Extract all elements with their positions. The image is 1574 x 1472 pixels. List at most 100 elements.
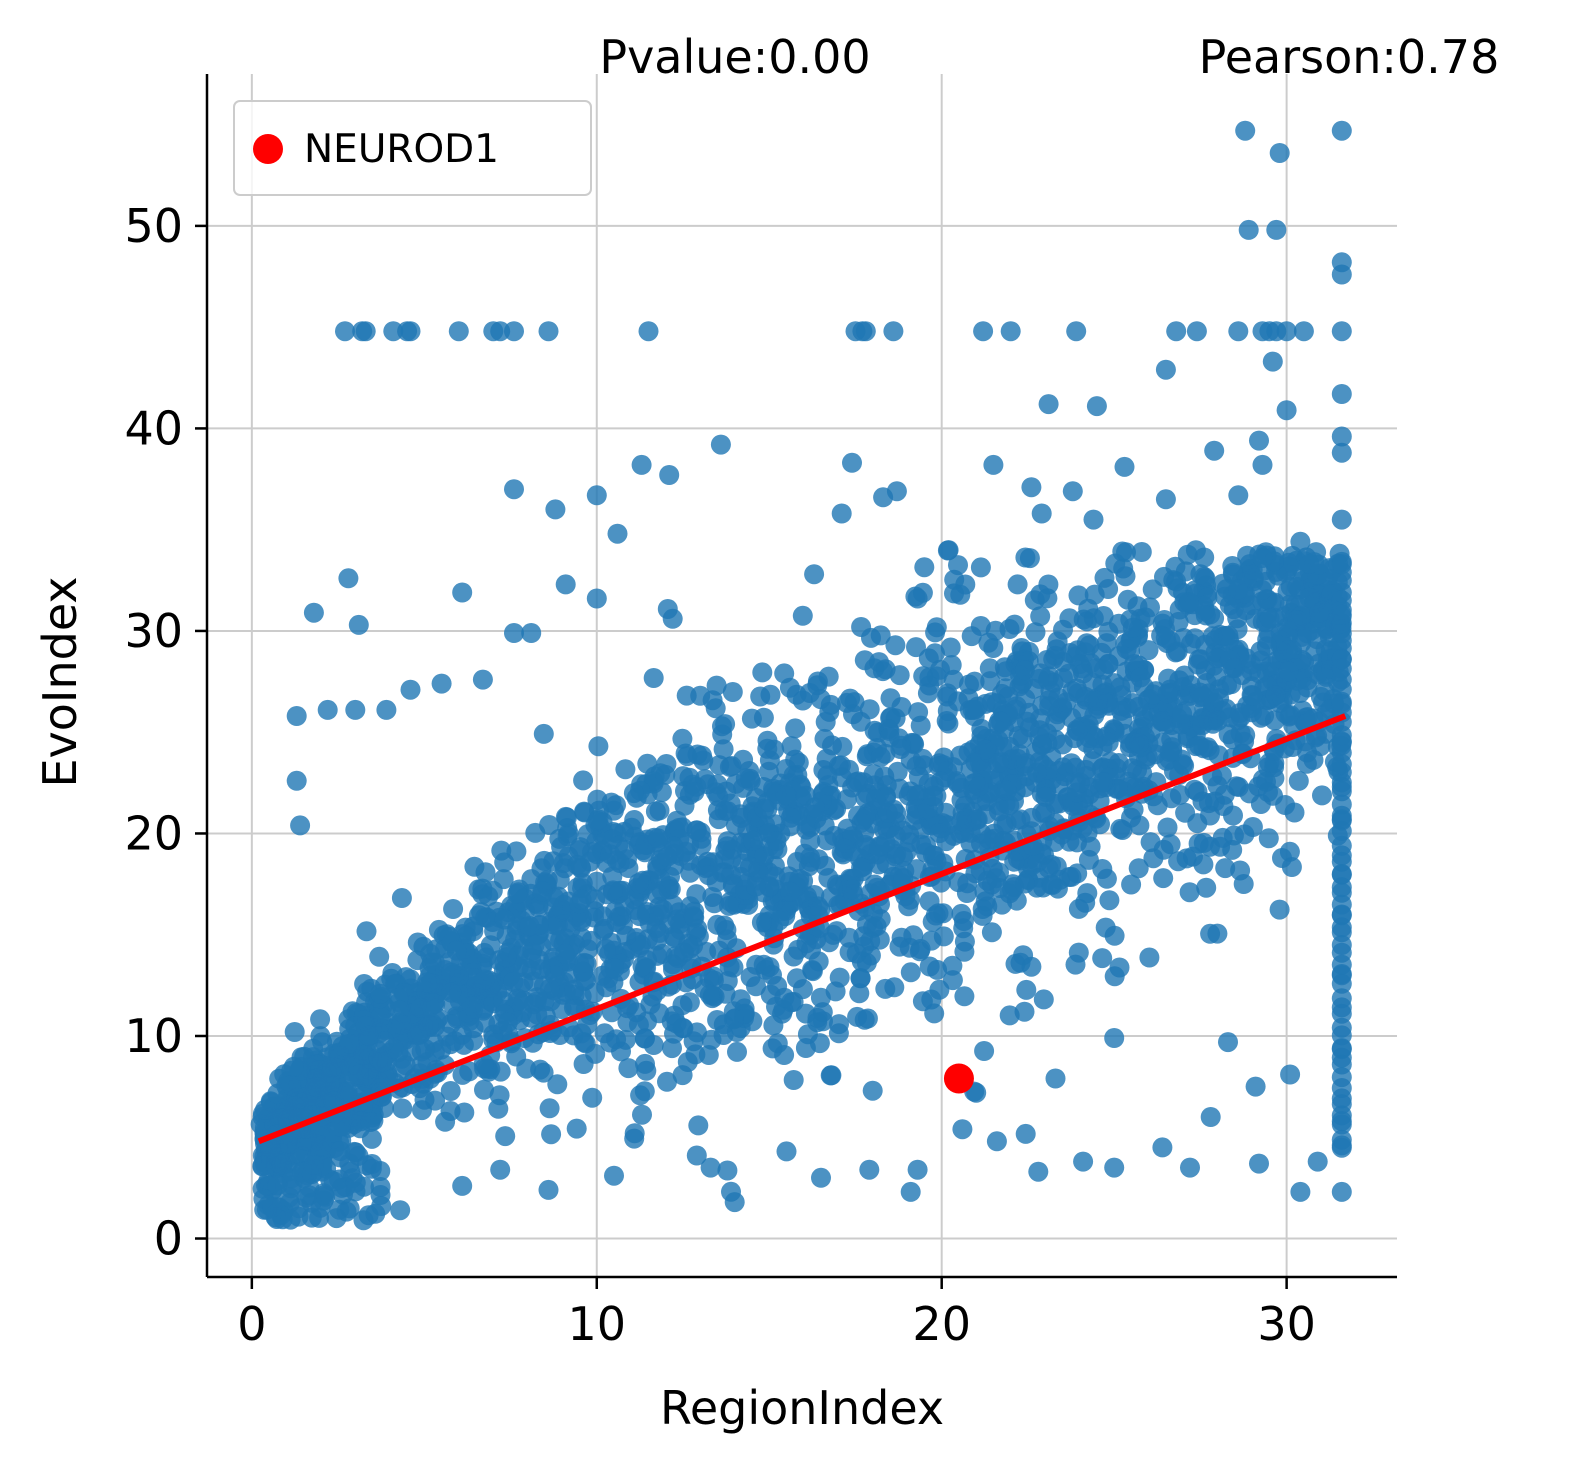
data-point: [1019, 702, 1039, 723]
data-point: [555, 943, 576, 964]
data-point: [1099, 890, 1120, 911]
data-point: [1128, 858, 1149, 879]
data-point: [650, 869, 671, 890]
data-point: [688, 1115, 709, 1136]
data-point: [452, 582, 473, 603]
data-point: [538, 1179, 559, 1200]
data-point: [928, 756, 949, 776]
data-point: [1331, 1017, 1352, 1038]
data-point: [555, 806, 576, 827]
data-point: [335, 321, 355, 342]
data-point: [1281, 857, 1302, 877]
data-point: [861, 627, 881, 648]
data-point: [1331, 988, 1352, 1009]
data-point: [629, 906, 650, 927]
data-point: [1276, 321, 1297, 342]
data-point: [875, 978, 896, 999]
data-point: [631, 454, 652, 475]
data-point: [474, 1079, 494, 1100]
data-point: [1269, 899, 1290, 920]
data-point: [721, 756, 742, 776]
data-point: [705, 782, 726, 803]
data-point: [722, 682, 743, 702]
data-point: [794, 843, 815, 864]
data-point: [1218, 625, 1239, 646]
data-point: [1089, 790, 1110, 811]
data-point: [1331, 1111, 1352, 1132]
data-point: [1331, 604, 1352, 625]
data-point: [1092, 948, 1113, 969]
data-point: [1042, 874, 1063, 895]
data-point: [527, 987, 548, 1008]
data-point: [1190, 564, 1211, 585]
data-point: [1015, 547, 1036, 568]
data-point: [372, 1052, 393, 1072]
highlight-point-neurod1: [943, 1063, 974, 1094]
axes: 0 10 20 30 0 10 20 30 40 50: [124, 74, 1397, 1351]
data-point: [573, 961, 594, 982]
data-point: [1153, 711, 1173, 732]
data-point: [1331, 442, 1352, 463]
data-point: [1092, 859, 1113, 879]
data-point: [804, 564, 825, 585]
data-point: [792, 605, 813, 626]
data-point: [417, 1052, 438, 1072]
data-point: [504, 479, 524, 500]
data-point: [1014, 873, 1035, 894]
data-point: [1092, 772, 1113, 793]
data-point: [1259, 608, 1280, 629]
data-point: [907, 1159, 928, 1180]
data-point: [961, 626, 982, 647]
y-tick-label: 0: [154, 1212, 183, 1266]
data-point: [303, 602, 324, 623]
data-point: [370, 983, 391, 1004]
data-point: [1052, 734, 1073, 755]
data-point: [1157, 683, 1178, 704]
data-point: [656, 754, 677, 774]
data-point: [914, 557, 935, 578]
data-point: [504, 321, 524, 342]
data-point: [900, 962, 921, 983]
data-point: [596, 977, 617, 998]
data-point: [310, 1009, 331, 1030]
data-point: [533, 723, 554, 744]
data-point: [1200, 923, 1221, 944]
data-point: [280, 1209, 301, 1230]
y-tick-label: 10: [124, 1009, 183, 1063]
data-point: [1189, 682, 1210, 703]
data-point: [1185, 628, 1205, 649]
data-point: [859, 1159, 880, 1180]
data-point: [855, 321, 876, 342]
data-point: [1331, 864, 1352, 884]
data-point: [418, 1015, 439, 1036]
data-point: [851, 857, 872, 878]
data-point: [1031, 503, 1052, 524]
data-point: [1038, 394, 1059, 415]
data-point: [659, 465, 680, 485]
data-point: [864, 874, 885, 895]
data-point: [1068, 898, 1089, 919]
data-point: [1278, 661, 1299, 682]
data-point: [952, 1119, 973, 1140]
data-point: [391, 888, 412, 908]
data-point: [996, 813, 1017, 834]
y-tick-label: 30: [124, 604, 183, 658]
data-point: [1083, 509, 1104, 530]
data-point: [267, 1175, 288, 1196]
data-point: [1187, 654, 1208, 675]
data-point: [1086, 396, 1107, 417]
data-point: [323, 1171, 344, 1192]
data-point: [1284, 802, 1305, 823]
data-point: [574, 801, 595, 822]
data-point: [643, 1035, 664, 1055]
data-point: [255, 1099, 275, 1120]
data-point: [337, 1081, 358, 1102]
data-point: [1073, 663, 1094, 684]
data-point: [973, 321, 994, 342]
data-point: [1077, 883, 1098, 904]
data-point: [1228, 579, 1249, 600]
data-point: [426, 939, 447, 960]
data-point: [752, 662, 773, 683]
data-point: [1147, 795, 1168, 816]
data-point: [810, 899, 831, 920]
